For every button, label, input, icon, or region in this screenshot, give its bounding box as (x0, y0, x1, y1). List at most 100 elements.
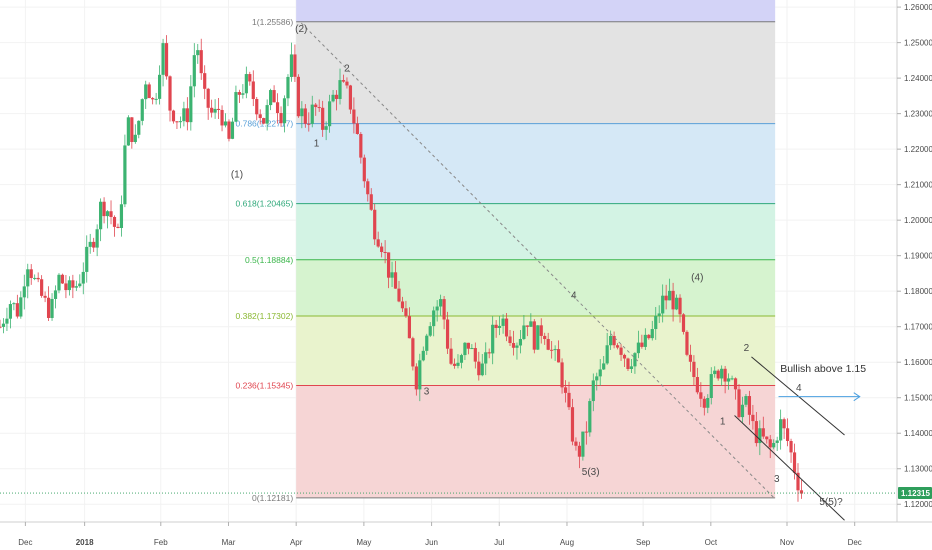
candle-body (487, 352, 491, 354)
candle-body (744, 396, 748, 405)
candle-body (210, 107, 214, 113)
candle-body (643, 334, 647, 347)
candle-body (584, 431, 588, 433)
candle-body (199, 50, 203, 74)
candle-body (470, 348, 474, 350)
candle-body (206, 88, 210, 108)
candle-body (445, 319, 450, 349)
candle-body (359, 133, 363, 158)
candle-body (341, 80, 346, 82)
candle-body (331, 94, 335, 102)
candle-body (785, 428, 790, 441)
price-axis-label: 1.24000 (904, 74, 932, 83)
candle-body (140, 99, 144, 121)
candle-body (64, 283, 68, 291)
price-axis-background[interactable] (897, 0, 932, 522)
candle-body (334, 94, 339, 99)
price-axis-label: 1.19000 (904, 252, 932, 261)
candle-body (15, 303, 19, 317)
candle-body (421, 350, 425, 361)
candle-body (112, 216, 117, 227)
candle-body (328, 101, 332, 127)
candle-body (397, 288, 401, 302)
candle-body (650, 329, 654, 339)
candle-body (688, 354, 693, 362)
candle-body (432, 310, 436, 327)
wave-label: (2) (295, 24, 307, 35)
candle-body (126, 117, 130, 146)
fib-level-label: 0.618(1.20465) (236, 199, 294, 209)
candle-body (78, 283, 82, 287)
fib-level-label: 1(1.25586) (252, 17, 293, 27)
candle-body (286, 76, 290, 99)
fibonacci-retracement[interactable]: 1(1.25586) 0.786(1.22717) 0.618(1.20465) 0.… (236, 0, 776, 503)
fib-level-label: 0.5(1.18884) (245, 255, 293, 265)
candle-body (109, 211, 113, 217)
candle-body (19, 297, 23, 317)
price-axis[interactable]: 1.26000 1.25000 1.24000 1.23000 1.22000 1.210… (897, 3, 932, 509)
candle-body (151, 98, 155, 100)
candle-body (633, 353, 637, 367)
wave-label: 4 (571, 290, 577, 301)
candle-body (383, 252, 387, 254)
trend-drawings[interactable] (0, 22, 897, 521)
candle-body (262, 118, 266, 124)
candle-body (5, 318, 9, 324)
candle-body (709, 374, 713, 399)
candle-body (161, 43, 165, 75)
fib-band (296, 21, 776, 124)
time-axis-label: Jul (494, 538, 504, 547)
candle-body (543, 335, 547, 340)
fib-band (296, 123, 776, 204)
channel-lower-line[interactable] (734, 415, 845, 521)
candle-body (241, 93, 245, 95)
candle-body (380, 246, 384, 253)
candle-body (355, 123, 359, 134)
candle-body (352, 109, 356, 124)
candle-body (768, 439, 772, 448)
candle-body (546, 339, 550, 350)
time-axis-label: Dec (848, 538, 862, 547)
candle-body (102, 201, 106, 217)
candle-body (511, 343, 516, 348)
candle-body (716, 370, 720, 379)
time-axis-background[interactable] (0, 522, 932, 550)
time-axis-label: Sep (636, 538, 651, 547)
candle-body (178, 121, 183, 123)
candle-body (737, 389, 741, 418)
candle-body (157, 74, 162, 99)
candle-body (522, 325, 526, 339)
candle-body (185, 108, 189, 123)
wave-label: 5(3) (582, 467, 600, 478)
time-axis[interactable]: Dec 2018 Feb Mar Apr May Jun Jul Aug Sep Oct Nov Dec (18, 522, 862, 547)
wave-label: 3 (774, 474, 780, 485)
candle-body (539, 325, 543, 336)
candle-body (761, 428, 765, 437)
candle-body (137, 120, 141, 135)
candle-body (216, 108, 221, 110)
dashed-trendline[interactable] (300, 22, 776, 500)
candle-body (196, 50, 200, 56)
candle-body (674, 297, 679, 310)
candle-body (574, 441, 578, 446)
candle-body (144, 84, 148, 100)
candle-body (307, 123, 311, 125)
last-price-badge-bg (898, 487, 932, 500)
candle-body (33, 277, 37, 279)
candle-body (664, 295, 668, 301)
candle-body (654, 315, 658, 330)
candle-body (720, 368, 724, 379)
candle-body (553, 349, 557, 351)
candle-body (251, 81, 255, 99)
price-axis-label: 1.15000 (904, 394, 932, 403)
candle-body (439, 299, 443, 307)
price-axis-label: 1.26000 (904, 3, 932, 12)
fib-band (296, 203, 776, 260)
candle-body (671, 290, 675, 310)
candle-body (713, 370, 717, 375)
candle-body (789, 440, 793, 453)
channel-upper-line[interactable] (751, 356, 845, 436)
candle-body (598, 369, 602, 377)
candle-body (324, 126, 328, 130)
